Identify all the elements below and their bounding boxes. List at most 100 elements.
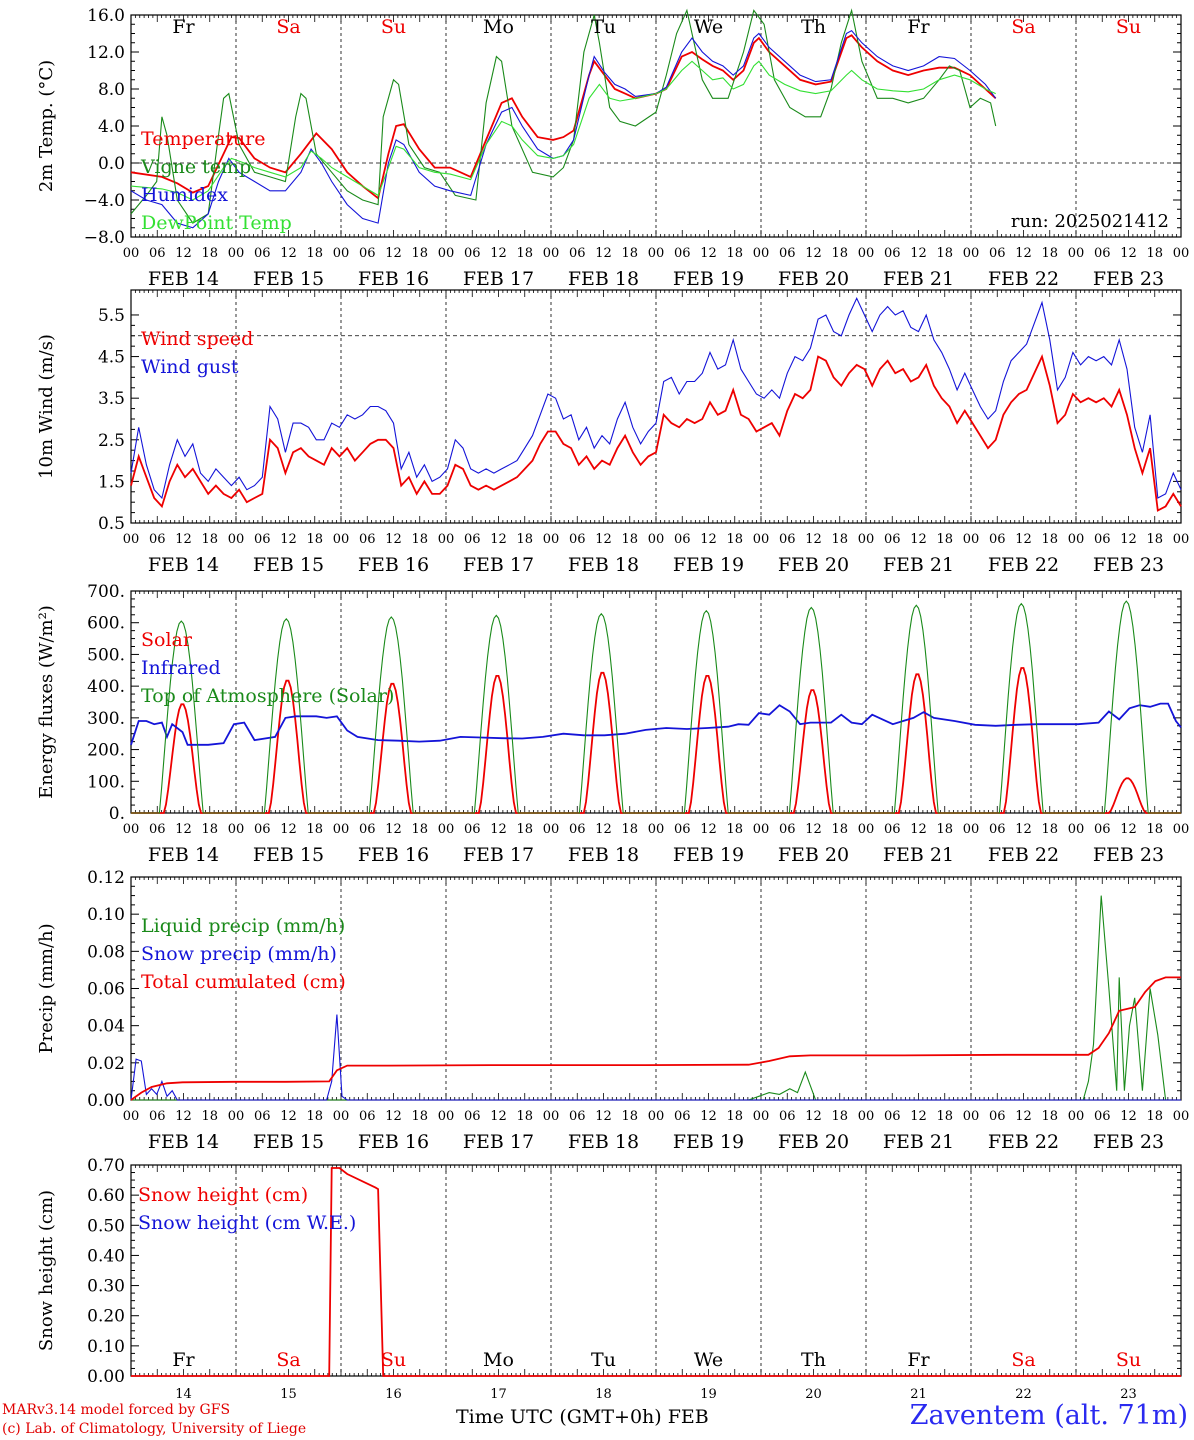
hour-tick-label: 06 (1094, 822, 1111, 837)
y-tick-label: 1.5 (98, 472, 125, 492)
legend-solar: Solar (141, 629, 193, 651)
date-label: FEB 19 (673, 844, 744, 866)
hour-tick-label: 06 (569, 822, 586, 837)
hour-tick-label: 18 (306, 532, 323, 547)
legend-top-of-atmosphere-solar-: Top of Atmosphere (Solar) (141, 685, 394, 707)
hour-tick-label: 12 (805, 822, 822, 837)
date-label: FEB 22 (988, 554, 1059, 576)
weekday-label-bottom: We (694, 1349, 723, 1371)
y-axis-label: 10m Wind (m/s) (36, 334, 57, 479)
hour-tick-label: 12 (175, 246, 192, 261)
weekday-label-top: Su (1116, 16, 1141, 38)
hour-tick-label: 06 (674, 822, 691, 837)
hour-tick-label: 00 (438, 1109, 455, 1124)
hour-tick-label: 12 (490, 1109, 507, 1124)
hour-tick-label: 12 (490, 246, 507, 261)
hour-tick-label: 06 (149, 822, 166, 837)
hour-tick-label: 12 (910, 1109, 927, 1124)
date-label: FEB 20 (778, 844, 849, 866)
hour-tick-label: 06 (359, 822, 376, 837)
hour-tick-label: 18 (726, 246, 743, 261)
hour-tick-label: 18 (726, 822, 743, 837)
legend-snow-height-cm-w-e-: Snow height (cm W.E.) (138, 1212, 356, 1234)
weekday-label-top: Tu (591, 16, 616, 38)
hour-tick-label: 00 (1068, 1109, 1085, 1124)
y-tick-label: 600. (87, 614, 125, 634)
legend-temperature: Temperature (141, 128, 265, 150)
y-tick-label: 0.60 (87, 1186, 125, 1206)
hour-tick-label: 06 (779, 822, 796, 837)
hour-tick-label: 00 (858, 246, 875, 261)
hour-tick-label: 06 (989, 246, 1006, 261)
hour-tick-label: 06 (884, 532, 901, 547)
hour-tick-label: 00 (963, 822, 980, 837)
y-tick-label: 0.12 (87, 868, 125, 888)
hour-tick-label: 06 (989, 1109, 1006, 1124)
hour-tick-label: 00 (648, 1109, 665, 1124)
hour-tick-label: 06 (884, 1109, 901, 1124)
hour-tick-label: 06 (779, 532, 796, 547)
date-label: FEB 21 (883, 554, 954, 576)
hour-tick-label: 12 (1015, 246, 1032, 261)
date-label: FEB 14 (148, 1131, 219, 1153)
date-label: FEB 17 (463, 268, 534, 290)
hour-tick-label: 00 (963, 532, 980, 547)
hour-tick-label: 00 (333, 532, 350, 547)
series-dewpoint-temp (130, 60, 996, 201)
hour-tick-label: 00 (858, 1109, 875, 1124)
hour-tick-label: 12 (1120, 1109, 1137, 1124)
hour-tick-label: 18 (831, 1109, 848, 1124)
hour-tick-label: 00 (123, 532, 140, 547)
hour-tick-label: 06 (254, 1109, 271, 1124)
y-tick-label: 0.20 (87, 1307, 125, 1327)
weekday-label-bottom: Fr (172, 1349, 195, 1371)
hour-tick-label: 00 (753, 246, 770, 261)
hour-tick-label: 12 (1120, 246, 1137, 261)
hour-tick-label: 00 (1068, 822, 1085, 837)
y-tick-label: 0.06 (87, 980, 125, 1000)
hour-tick-label: 12 (280, 822, 297, 837)
series-total-cumulated-cm- (130, 976, 1181, 1101)
hour-tick-label: 00 (228, 1109, 245, 1124)
hour-tick-label: 00 (1173, 532, 1190, 547)
day-number: 16 (385, 1387, 402, 1402)
hour-tick-label: 18 (936, 1109, 953, 1124)
hour-tick-label: 06 (149, 1109, 166, 1124)
hour-tick-label: 18 (411, 532, 428, 547)
y-tick-label: 0. (109, 804, 125, 824)
date-label: FEB 16 (358, 1131, 429, 1153)
y-tick-label: 4.0 (98, 117, 125, 137)
hour-tick-label: 12 (385, 532, 402, 547)
date-label: FEB 17 (463, 1131, 534, 1153)
hour-tick-label: 06 (569, 1109, 586, 1124)
hour-tick-label: 18 (516, 1109, 533, 1124)
legend-dewpoint-temp: DewPoint Temp (141, 212, 292, 234)
y-tick-label: 0.04 (87, 1017, 125, 1037)
hour-tick-label: 12 (1120, 822, 1137, 837)
hour-tick-label: 06 (254, 532, 271, 547)
hour-tick-label: 00 (333, 246, 350, 261)
hour-tick-label: 12 (385, 822, 402, 837)
weekday-label-bottom: Su (1116, 1349, 1141, 1371)
hour-tick-label: 06 (359, 532, 376, 547)
hour-tick-label: 00 (648, 246, 665, 261)
hour-tick-label: 12 (1015, 532, 1032, 547)
hour-tick-label: 18 (1146, 532, 1163, 547)
hour-tick-label: 06 (1094, 532, 1111, 547)
hour-tick-label: 00 (438, 822, 455, 837)
hour-tick-label: 00 (648, 532, 665, 547)
date-label: FEB 22 (988, 268, 1059, 290)
hour-tick-label: 00 (858, 822, 875, 837)
hour-tick-label: 18 (726, 532, 743, 547)
y-tick-label: 400. (87, 677, 125, 697)
hour-tick-label: 06 (359, 1109, 376, 1124)
hour-tick-label: 06 (464, 532, 481, 547)
date-label: FEB 14 (148, 844, 219, 866)
hour-tick-label: 12 (595, 532, 612, 547)
hour-tick-label: 06 (779, 1109, 796, 1124)
hour-tick-label: 12 (175, 1109, 192, 1124)
hour-tick-label: 06 (674, 246, 691, 261)
hour-tick-label: 00 (753, 822, 770, 837)
legend-liquid-precip-mm-h-: Liquid precip (mm/h) (141, 915, 345, 937)
